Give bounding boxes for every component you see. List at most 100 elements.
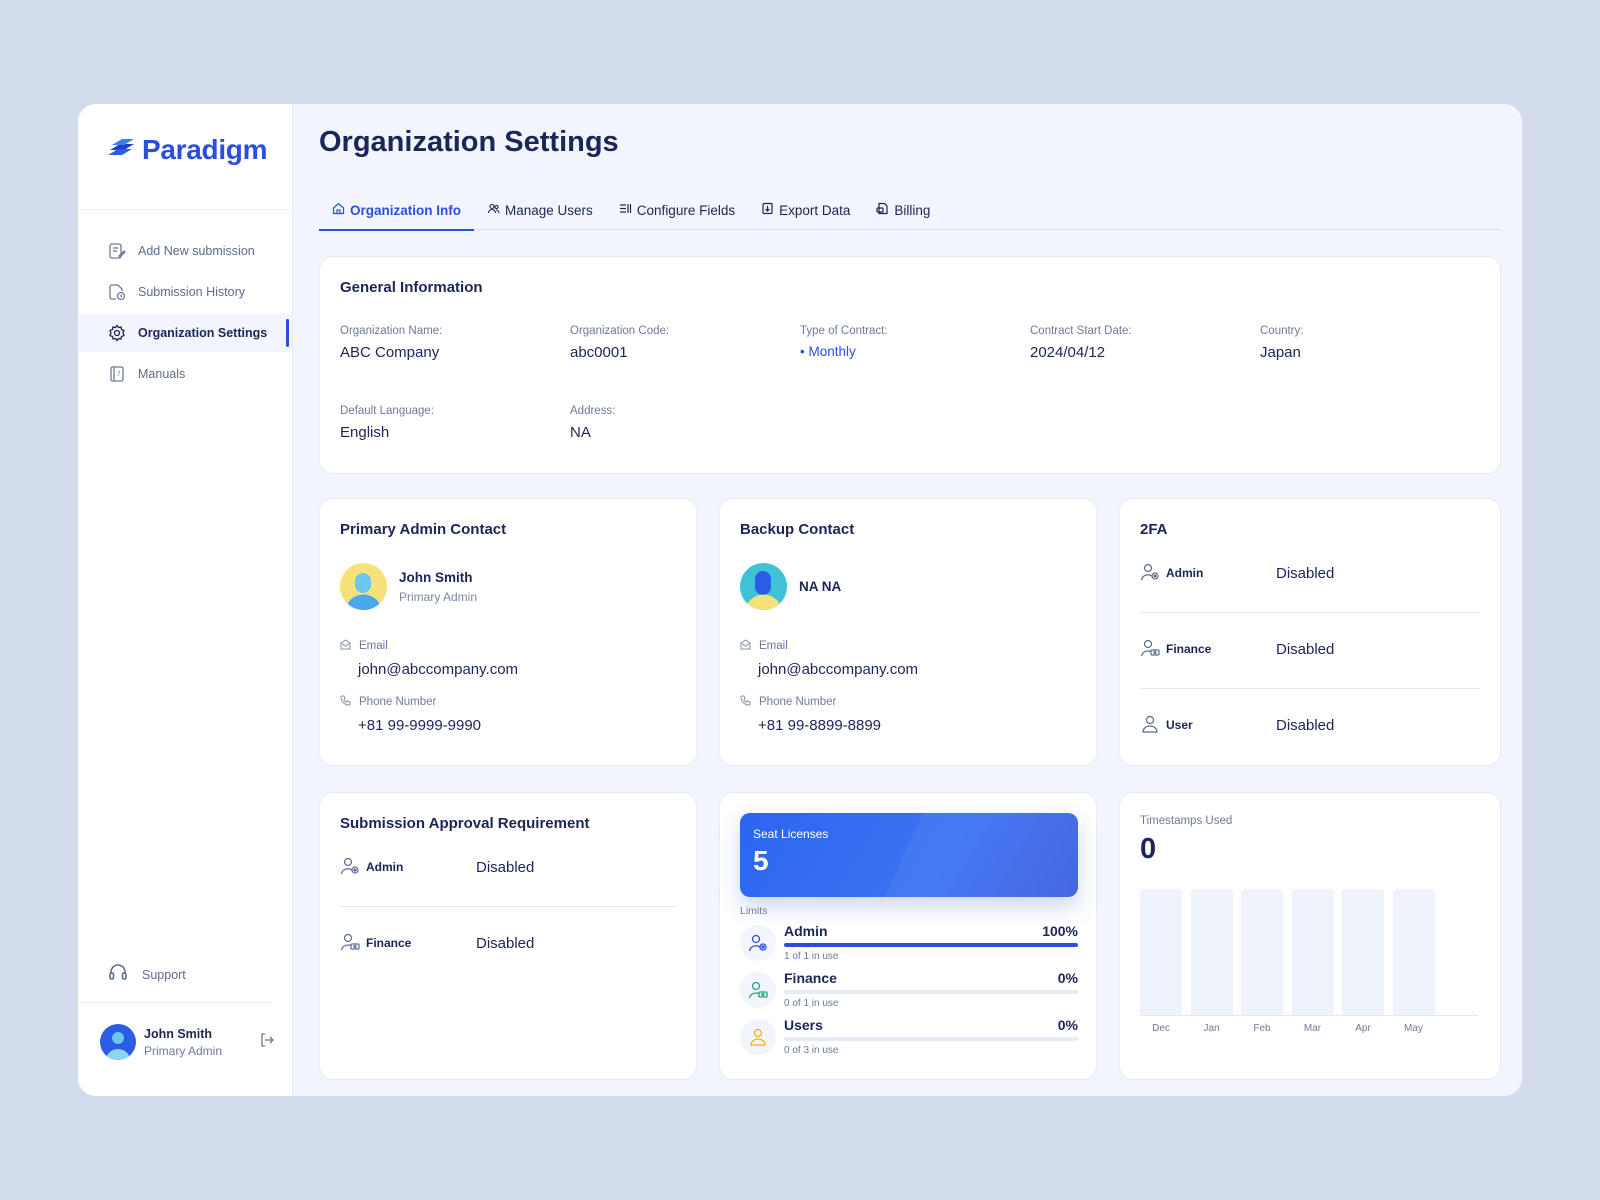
edit-document-icon [108, 242, 126, 260]
sidebar: Paradigm Add New submission Submission H… [78, 104, 293, 1096]
field-label: Type of Contract: [800, 325, 888, 337]
limit-percent: 0% [1057, 970, 1078, 986]
chart-column [1140, 889, 1182, 1015]
user-role: Primary Admin [144, 1043, 223, 1058]
contact-role: Primary Admin [399, 589, 478, 604]
field-value: Japan [1260, 344, 1301, 361]
contact-email[interactable]: john@abccompany.com [758, 661, 919, 678]
home-icon [332, 202, 345, 218]
user-profile: John Smith Primary Admin [100, 1024, 275, 1060]
tab-organization-info[interactable]: Organization Info [319, 190, 474, 231]
field-country: Country: Japan [1260, 325, 1480, 361]
avatar[interactable] [100, 1024, 136, 1060]
limit-name: Users [784, 1017, 823, 1033]
timestamps-label: Timestamps Used [1140, 815, 1233, 827]
seat-licenses-card: Seat Licenses 5 Limits Admin 100% 1 of 1… [719, 792, 1097, 1080]
finance-user-icon [340, 933, 360, 954]
contact-info: John Smith Primary Admin [399, 570, 477, 604]
chart-month-label: Jan [1203, 1023, 1220, 1034]
contact-phone[interactable]: +81 99-8899-8899 [758, 717, 882, 734]
role-label: Admin [340, 857, 476, 878]
field-address: Address: NA [570, 405, 790, 441]
sidebar-item-label: Manuals [138, 367, 186, 381]
timestamps-used-card: Timestamps Used 0 Dec Jan Feb Mar Apr May [1119, 792, 1501, 1080]
role-label: Finance [340, 933, 476, 954]
sidebar-nav: Add New submission Submission History Or… [78, 232, 292, 396]
twofa-row-finance: Finance Disabled [1140, 635, 1480, 663]
limit-row-admin: Admin 100% 1 of 1 in use [740, 923, 1078, 963]
role-name: User [1166, 718, 1193, 732]
document-clock-icon [108, 283, 126, 301]
page-title: Organization Settings [319, 126, 619, 158]
twofa-card: 2FA Admin Disabled Finance Disabled [1119, 498, 1501, 766]
timestamps-count: 0 [1140, 833, 1157, 865]
phone-label: Phone Number [359, 696, 437, 708]
email-label-row: Email [340, 637, 388, 655]
limit-row-users: Users 0% 0 of 3 in use [740, 1017, 1078, 1057]
sidebar-item-add-new-submission[interactable]: Add New submission [78, 232, 292, 270]
main-content: Organization Settings Organization Info … [293, 104, 1522, 1096]
chart-axis [1140, 1015, 1478, 1016]
approval-status: Disabled [476, 934, 535, 952]
primary-admin-contact-card: Primary Admin Contact John Smith Primary… [319, 498, 697, 766]
user-info: John Smith Primary Admin [144, 1027, 222, 1058]
limit-progress-fill [784, 943, 1078, 947]
field-label: Organization Code: [570, 325, 670, 337]
tab-bar: Organization Info Manage Users Configure… [319, 190, 1501, 231]
tab-label: Organization Info [350, 202, 461, 218]
support-label: Support [142, 967, 186, 982]
field-label: Default Language: [340, 405, 434, 417]
limit-name: Admin [784, 923, 828, 939]
tab-export-data[interactable]: Export Data [748, 190, 863, 230]
twofa-status: Disabled [1276, 716, 1335, 734]
svg-text:?: ? [117, 370, 121, 378]
contact-phone[interactable]: +81 99-9999-9990 [358, 717, 482, 734]
field-contract-start-date: Contract Start Date: 2024/04/12 [1030, 325, 1250, 361]
admin-user-icon [740, 925, 776, 961]
app-window: Paradigm Add New submission Submission H… [78, 104, 1522, 1096]
field-label: Country: [1260, 325, 1304, 337]
email-label: Email [359, 640, 388, 652]
phone-label: Phone Number [759, 696, 837, 708]
field-label: Address: [570, 405, 616, 417]
finance-user-icon [1140, 639, 1160, 660]
seat-licenses-label: Seat Licenses [753, 827, 829, 841]
role-label: Admin [1140, 563, 1276, 584]
sidebar-item-label: Add New submission [138, 244, 255, 258]
export-icon [761, 202, 774, 218]
timestamps-chart: Dec Jan Feb Mar Apr May [1140, 889, 1478, 1039]
approval-row-admin: Admin Disabled [340, 853, 676, 881]
card-title: General Information [340, 279, 483, 296]
field-organization-code: Organization Code: abc0001 [570, 325, 790, 361]
field-organization-name: Organization Name: ABC Company [340, 325, 560, 361]
field-type-of-contract: Type of Contract: • Monthly [800, 325, 1020, 359]
logout-icon[interactable] [259, 1032, 275, 1053]
field-value: ABC Company [340, 344, 440, 361]
support-link[interactable]: Support [108, 962, 186, 987]
sidebar-item-submission-history[interactable]: Submission History [78, 273, 292, 311]
tab-billing[interactable]: Billing [863, 190, 943, 230]
contact-email[interactable]: john@abccompany.com [358, 661, 519, 678]
logo[interactable]: Paradigm [106, 134, 268, 166]
role-name: Finance [366, 936, 412, 950]
sidebar-item-organization-settings[interactable]: Organization Settings [78, 314, 292, 352]
chart-month-label: Feb [1253, 1023, 1271, 1034]
contract-type-badge: • Monthly [800, 344, 856, 359]
sidebar-item-manuals[interactable]: ? Manuals [78, 355, 292, 393]
tab-label: Billing [894, 202, 931, 218]
tab-manage-users[interactable]: Manage Users [474, 190, 606, 230]
chart-column [1190, 889, 1233, 1015]
role-name: Admin [1166, 566, 1204, 580]
paradigm-logo-icon [106, 136, 136, 165]
users-icon [487, 202, 500, 218]
phone-icon [340, 693, 351, 711]
limit-row-finance: Finance 0% 0 of 1 in use [740, 970, 1078, 1010]
tab-configure-fields[interactable]: Configure Fields [606, 190, 748, 230]
card-title: Primary Admin Contact [340, 521, 507, 538]
admin-user-icon [1140, 563, 1160, 584]
email-label: Email [759, 640, 788, 652]
billing-icon [876, 202, 889, 218]
list-icon [619, 202, 632, 218]
limit-percent: 100% [1042, 923, 1078, 939]
contact-info: NA NA [799, 579, 841, 594]
